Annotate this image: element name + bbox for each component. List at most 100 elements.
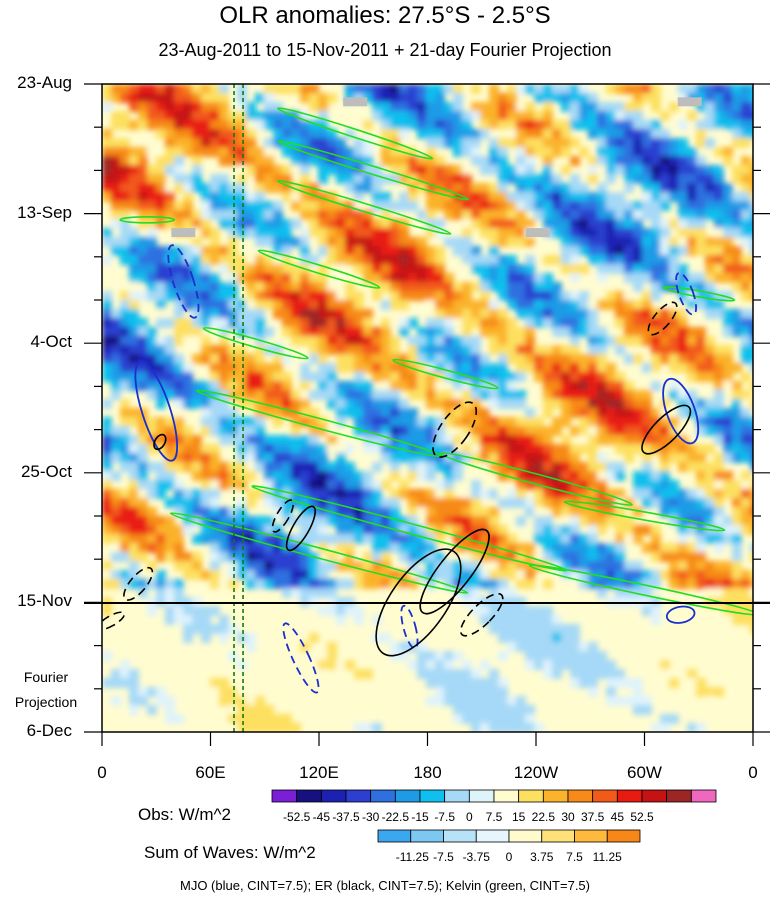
anomaly-cell [111,237,121,247]
anomaly-cell [606,165,616,175]
anomaly-cell [354,525,364,535]
anomaly-cell [300,192,310,202]
anomaly-cell [291,165,301,175]
anomaly-cell [516,516,526,526]
anomaly-cell [192,120,202,130]
anomaly-cell [534,642,544,652]
anomaly-cell [291,156,301,166]
anomaly-cell [318,426,328,436]
anomaly-cell [714,309,724,319]
anomaly-cell [327,210,337,220]
anomaly-cell [372,543,382,553]
anomaly-cell [687,489,697,499]
anomaly-cell [201,192,211,202]
anomaly-cell [570,219,580,229]
anomaly-cell [723,525,733,535]
anomaly-cell [651,543,661,553]
anomaly-cell [363,390,373,400]
anomaly-cell [273,273,283,283]
anomaly-cell [102,138,112,148]
anomaly-cell [462,129,472,139]
anomaly-cell [336,561,346,571]
anomaly-cell [246,381,256,391]
anomaly-cell [309,408,319,418]
anomaly-cell [498,624,508,634]
anomaly-cell [282,147,292,157]
anomaly-cell [390,489,400,499]
anomaly-cell [732,615,742,625]
anomaly-cell [246,489,256,499]
anomaly-cell [165,201,175,211]
anomaly-cell [453,120,463,130]
anomaly-cell [480,417,490,427]
anomaly-cell [471,714,481,724]
anomaly-cell [246,147,256,157]
anomaly-cell [489,426,499,436]
anomaly-cell [705,354,715,364]
anomaly-cell [624,228,634,238]
missing-data-patch [677,97,702,107]
anomaly-cell [642,327,652,337]
anomaly-cell [624,246,634,256]
anomaly-cell [183,111,193,121]
waves-colorbar-swatch [443,829,477,843]
anomaly-cell [201,489,211,499]
anomaly-cell [624,570,634,580]
anomaly-cell [534,723,544,732]
anomaly-cell [579,192,589,202]
anomaly-cell [300,498,310,508]
obs-colorbar-tick-label: 15 [511,810,526,824]
anomaly-cell [462,183,472,193]
anomaly-cell [498,633,508,643]
anomaly-cell [444,498,454,508]
anomaly-cell [606,408,616,418]
anomaly-cell [237,228,247,238]
anomaly-cell [687,552,697,562]
anomaly-cell [669,498,679,508]
anomaly-cell [210,462,220,472]
anomaly-cell [624,237,634,247]
anomaly-cell [624,291,634,301]
anomaly-cell [615,678,625,688]
anomaly-cell [687,147,697,157]
anomaly-cell [318,606,328,616]
anomaly-cell [588,426,598,436]
anomaly-cell [624,156,634,166]
anomaly-cell [381,246,391,256]
anomaly-cell [165,705,175,715]
anomaly-cell [381,210,391,220]
anomaly-cell [210,273,220,283]
anomaly-cell [111,363,121,373]
anomaly-cell [741,615,751,625]
anomaly-cell [714,570,724,580]
anomaly-cell [264,390,274,400]
anomaly-cell [219,291,229,301]
anomaly-cell [660,669,670,679]
anomaly-cell [363,561,373,571]
anomaly-cell [399,525,409,535]
anomaly-cell [705,561,715,571]
anomaly-cell [174,381,184,391]
anomaly-cell [147,192,157,202]
anomaly-cell [156,102,166,112]
anomaly-cell [471,516,481,526]
anomaly-cell [417,642,427,652]
anomaly-cell [435,84,445,94]
anomaly-cell [489,237,499,247]
anomaly-cell [570,93,580,103]
anomaly-cell [705,408,715,418]
anomaly-cell [453,417,463,427]
anomaly-cell [237,426,247,436]
anomaly-cell [570,633,580,643]
anomaly-cell [390,165,400,175]
anomaly-cell [642,165,652,175]
anomaly-cell [201,102,211,112]
anomaly-cell [552,426,562,436]
anomaly-cell [318,462,328,472]
anomaly-cell [741,606,751,616]
anomaly-cell [237,480,247,490]
anomaly-cell [192,327,202,337]
anomaly-cell [435,426,445,436]
kelvin-contour [119,215,176,224]
anomaly-cell [678,210,688,220]
